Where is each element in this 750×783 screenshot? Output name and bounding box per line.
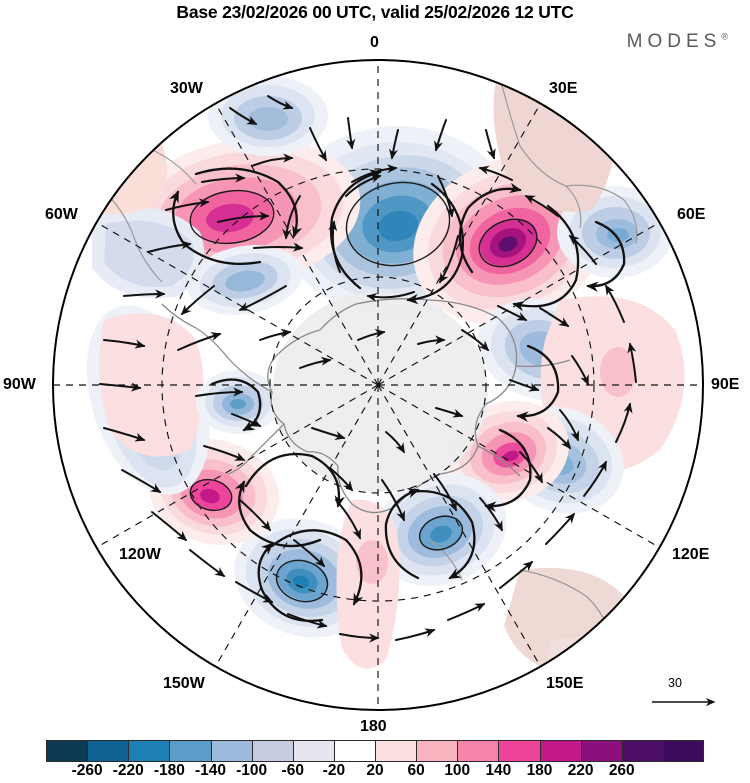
lon-label-0: 0	[370, 34, 379, 51]
colorbar-tick-labels: -260 -220 -180 -140 -100 -60 -20 20 60 100 140 180 2…	[0, 762, 750, 782]
colorbar-swatch-7[interactable]	[333, 740, 375, 762]
wind-vectors-curved-gyres	[168, 167, 626, 622]
colorbar-swatch-4[interactable]	[210, 740, 252, 762]
colorbar-swatch-6[interactable]	[292, 740, 334, 762]
registered-mark-icon: ®	[721, 31, 728, 42]
colorbar-tick--220: -220	[112, 762, 144, 779]
colorbar-swatch-5[interactable]	[251, 740, 293, 762]
colorbar-tick--100: -100	[236, 762, 268, 779]
colorbar[interactable]	[46, 740, 704, 762]
colorbar-swatch-3[interactable]	[169, 740, 211, 762]
modes-logo-text: MODES	[626, 31, 722, 52]
lon-label-60e: 60E	[677, 206, 706, 223]
contour-lines	[189, 181, 538, 603]
lon-label-60w: 60W	[45, 206, 78, 223]
lon-label-180: 180	[360, 718, 387, 735]
vector-scale-arrow-icon	[652, 697, 716, 707]
map-boundary-circle	[52, 59, 704, 711]
graticule-meridians	[53, 60, 703, 710]
colorbar-swatch-9[interactable]	[416, 740, 458, 762]
lon-label-120e: 120E	[672, 546, 710, 563]
colorbar-swatch-1[interactable]	[87, 740, 129, 762]
contour-fill-negative-40w	[187, 245, 303, 315]
field-layer	[53, 60, 703, 710]
colorbar-tick-140: 140	[485, 762, 512, 779]
colorbar-tick--60: -60	[281, 762, 304, 779]
lon-label-90w: 90W	[3, 376, 36, 393]
modes-logo: MODES®	[627, 31, 728, 53]
colorbar-tick-60: 60	[407, 762, 425, 779]
colorbar-tick-20: 20	[366, 762, 384, 779]
graticule-parallels	[161, 168, 595, 602]
colorbar-swatch-11[interactable]	[498, 740, 540, 762]
colorbar-swatch-14[interactable]	[621, 740, 663, 762]
colorbar-tick--20: -20	[322, 762, 346, 779]
colorbar-tick-220: 220	[567, 762, 594, 779]
colorbar-swatch-12[interactable]	[539, 740, 581, 762]
colorbar-swatch-8[interactable]	[375, 740, 417, 762]
colorbar-tick-260: 260	[608, 762, 635, 779]
lon-label-150w: 150W	[163, 675, 205, 692]
lon-label-150e: 150E	[546, 675, 584, 692]
polar-map-svg[interactable]	[0, 0, 750, 715]
colorbar-tick--140: -140	[194, 762, 227, 779]
colorbar-swatch-0[interactable]	[46, 740, 88, 762]
colorbar-swatch-10[interactable]	[457, 740, 499, 762]
polar-map[interactable]: 0 30E 60E 90E 120E 150E 180 150W 120W 90…	[0, 0, 750, 735]
contour-fill-positive-180	[336, 499, 400, 669]
colorbar-tick--260: -260	[71, 762, 103, 779]
page-title: Base 23/02/2026 00 UTC, valid 25/02/2026…	[176, 2, 574, 22]
colorbar-swatch-13[interactable]	[580, 740, 622, 762]
lon-label-30e: 30E	[549, 80, 578, 97]
colorbar-tick-180: 180	[526, 762, 553, 779]
lon-label-30w: 30W	[170, 80, 203, 97]
colorbar-tick-100: 100	[444, 762, 471, 779]
contour-fill-positive-30e	[413, 156, 607, 324]
contour-fill-positive-120e	[447, 400, 569, 504]
colorbar-swatch-2[interactable]	[128, 740, 170, 762]
lon-label-120w: 120W	[119, 546, 161, 563]
contour-fill-negative-30w-upper	[208, 76, 328, 156]
lon-label-90e: 90E	[711, 376, 740, 393]
vector-scale-value: 30	[668, 676, 682, 690]
colorbar-tick--180: -180	[153, 762, 185, 779]
vector-scale-legend: 30	[650, 676, 745, 712]
colorbar-swatch-15[interactable]	[662, 740, 704, 762]
contour-fill-gray-antarctica-shelf	[272, 292, 488, 492]
coastline	[161, 298, 571, 514]
